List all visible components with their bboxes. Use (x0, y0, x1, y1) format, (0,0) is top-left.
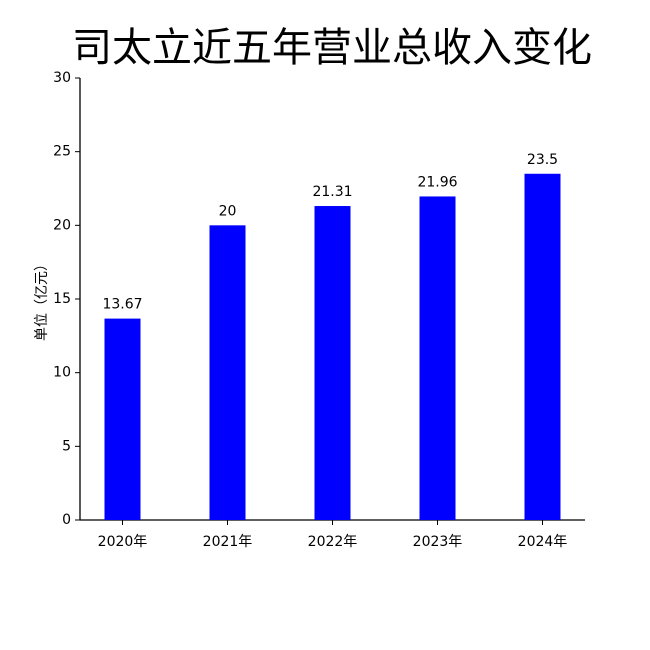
x-tick-label: 2023年 (413, 534, 463, 550)
x-tick-label: 2024年 (518, 534, 568, 550)
y-tick-label: 25 (53, 144, 71, 160)
y-tick-label: 0 (62, 512, 71, 528)
bar (209, 225, 246, 521)
y-tick-label: 20 (53, 217, 71, 233)
data-label: 21.31 (312, 184, 352, 200)
bar (314, 206, 351, 521)
y-axis-label: 单位（亿元） (34, 257, 50, 341)
x-tick-label: 2022年 (308, 534, 358, 550)
data-label: 23.5 (527, 152, 558, 168)
data-label: 21.96 (417, 174, 457, 190)
y-tick-label: 5 (62, 438, 71, 454)
y-tick-label: 10 (53, 365, 71, 381)
bar (524, 173, 561, 520)
x-tick-label: 2021年 (203, 534, 253, 550)
chart-title: 司太立近五年营业总收入变化 (72, 25, 592, 71)
y-tick-label: 15 (53, 291, 71, 307)
x-tick-label: 2020年 (98, 534, 148, 550)
data-label: 20 (219, 203, 237, 219)
bar (419, 196, 456, 520)
y-tick-label: 30 (53, 70, 71, 86)
bar (104, 318, 141, 520)
data-label: 13.67 (102, 297, 142, 313)
